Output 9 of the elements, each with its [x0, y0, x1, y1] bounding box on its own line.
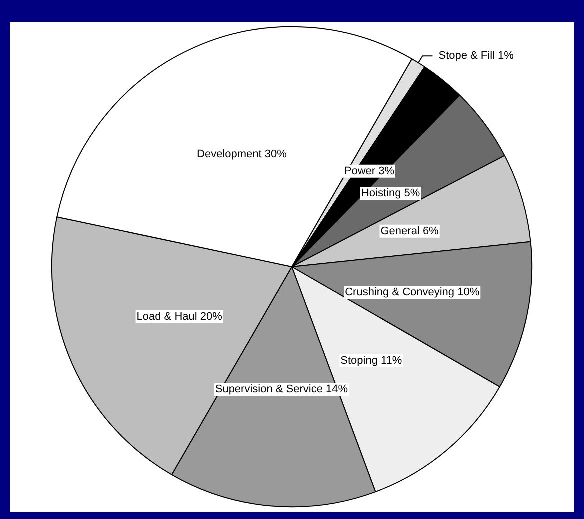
slice-label: Load & Haul 20%: [136, 311, 223, 324]
slice-label: Stope & Fill 1%: [438, 50, 514, 62]
slice-label: Power 3%: [344, 165, 395, 178]
slice-label: Crushing & Conveying 10%: [345, 286, 480, 299]
slice-label: Development 30%: [197, 148, 288, 161]
slice-label: General 6%: [380, 225, 440, 238]
slice-label: Stoping 11%: [340, 354, 402, 367]
slice-label: Hoisting 5%: [361, 188, 420, 200]
slice-label: Supervision & Service 14%: [215, 384, 348, 396]
